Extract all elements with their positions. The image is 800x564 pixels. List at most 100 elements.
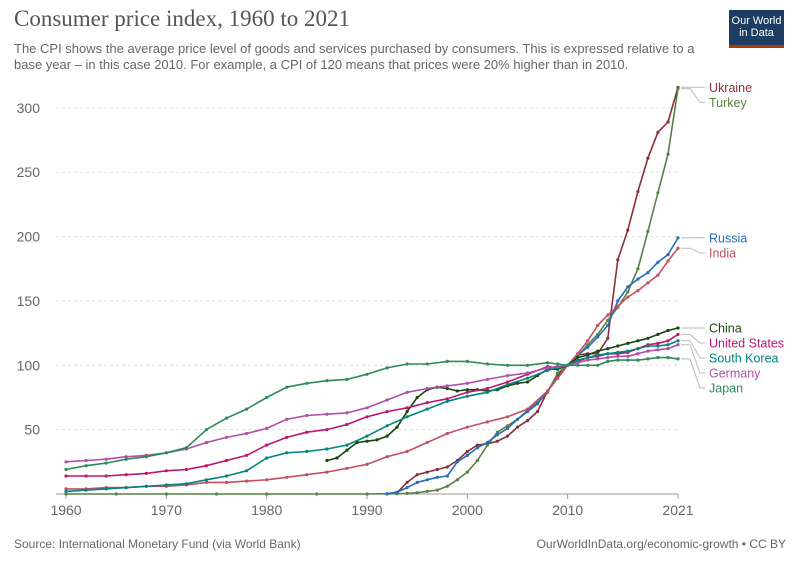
data-point xyxy=(405,410,409,414)
series-line-china xyxy=(326,327,679,462)
x-tick-label: 2010 xyxy=(552,502,583,518)
data-point xyxy=(676,357,680,361)
data-point xyxy=(485,386,489,391)
data-point xyxy=(495,433,499,437)
data-point xyxy=(596,349,600,353)
data-point xyxy=(305,381,309,385)
data-point xyxy=(515,381,520,385)
data-point xyxy=(465,394,469,398)
data-point xyxy=(656,260,660,264)
data-point xyxy=(646,281,650,285)
credit-link[interactable]: OurWorldInData.org/economic-growth • CC … xyxy=(536,537,786,551)
data-point xyxy=(666,253,670,257)
data-point xyxy=(204,464,209,468)
data-point xyxy=(385,455,389,459)
data-point xyxy=(325,447,329,451)
data-point xyxy=(445,474,449,478)
data-point xyxy=(626,228,630,232)
data-point xyxy=(475,458,479,463)
data-point xyxy=(425,401,429,405)
data-point xyxy=(435,467,439,472)
data-point xyxy=(666,152,670,156)
data-point xyxy=(124,457,128,461)
data-point xyxy=(124,455,128,459)
data-point xyxy=(365,462,369,466)
data-point xyxy=(465,449,469,454)
y-tick-label: 250 xyxy=(17,164,41,180)
data-point xyxy=(485,443,489,447)
data-point xyxy=(606,356,610,360)
x-tick-label: 1970 xyxy=(151,502,182,518)
data-point xyxy=(345,466,349,470)
data-point xyxy=(365,439,369,443)
data-point xyxy=(445,431,449,436)
data-point xyxy=(535,410,540,414)
data-point xyxy=(626,349,630,353)
data-point xyxy=(395,425,399,429)
data-point xyxy=(666,120,670,124)
data-point xyxy=(345,443,349,447)
data-point xyxy=(656,273,660,277)
data-point xyxy=(666,259,670,263)
data-point xyxy=(606,347,610,351)
series-label-united-states: United States xyxy=(709,337,784,351)
data-point xyxy=(586,353,590,357)
data-point xyxy=(535,402,540,406)
data-point xyxy=(475,446,479,450)
data-point xyxy=(556,362,560,366)
data-point xyxy=(646,357,650,361)
data-point xyxy=(345,448,349,452)
data-point xyxy=(64,489,68,493)
data-point xyxy=(576,356,580,360)
data-point xyxy=(556,371,560,375)
data-point xyxy=(415,480,419,484)
data-point xyxy=(445,359,449,363)
data-point xyxy=(455,389,459,393)
data-point xyxy=(415,491,419,495)
data-point xyxy=(445,397,449,401)
data-point xyxy=(606,313,610,317)
data-point xyxy=(224,474,229,478)
data-point xyxy=(666,339,670,343)
data-point xyxy=(435,475,439,479)
data-point xyxy=(224,480,229,484)
data-point xyxy=(365,492,369,496)
data-point xyxy=(204,480,209,484)
data-point xyxy=(164,469,168,473)
series-line-japan xyxy=(65,356,679,471)
data-point xyxy=(124,473,128,477)
chart-subtitle: The CPI shows the average price level of… xyxy=(14,41,695,72)
label-connector xyxy=(681,340,705,359)
chart-title: Consumer price index, 1960 to 2021 xyxy=(14,6,351,31)
data-point xyxy=(646,229,650,233)
data-point xyxy=(245,431,249,436)
data-point xyxy=(84,458,88,463)
data-point xyxy=(616,304,620,308)
data-point xyxy=(385,410,389,414)
data-point xyxy=(415,395,419,400)
data-point xyxy=(164,492,168,496)
data-point xyxy=(546,389,550,393)
data-point xyxy=(606,352,610,356)
data-point xyxy=(265,492,269,496)
data-point xyxy=(525,376,530,380)
data-point xyxy=(505,434,510,438)
logo-line-1: Our World xyxy=(731,15,782,27)
data-point xyxy=(656,356,660,360)
data-point xyxy=(676,236,680,240)
owid-logo[interactable]: Our World in Data xyxy=(729,10,784,48)
data-point xyxy=(525,363,530,367)
x-tick-label: 1990 xyxy=(351,502,382,518)
data-point xyxy=(385,366,389,370)
data-point xyxy=(204,428,209,432)
data-point xyxy=(64,467,68,472)
data-point xyxy=(646,271,650,275)
data-point xyxy=(626,354,630,358)
data-point xyxy=(616,350,620,354)
data-point xyxy=(626,285,630,289)
data-point xyxy=(385,492,389,496)
data-point xyxy=(184,482,188,486)
data-point xyxy=(164,483,168,487)
logo-line-2: in Data xyxy=(739,27,774,39)
